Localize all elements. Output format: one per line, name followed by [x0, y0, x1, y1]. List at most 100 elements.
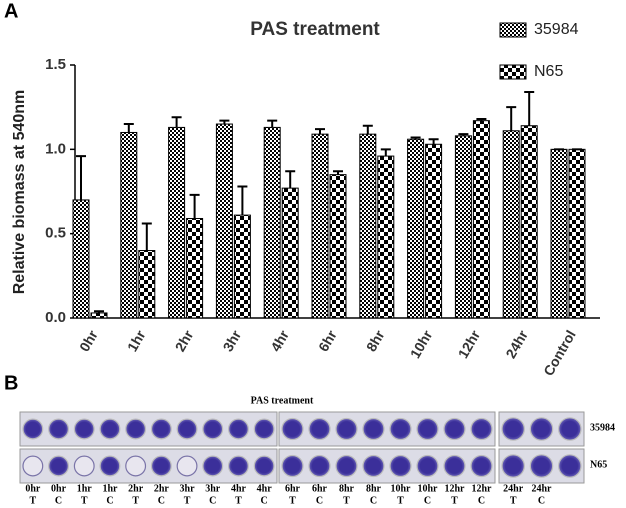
column-condition: T [397, 495, 404, 506]
row-label: N65 [590, 459, 607, 470]
column-time: 10hr [391, 483, 412, 494]
well [443, 454, 466, 478]
column-time: 24hr [532, 483, 553, 494]
well [99, 455, 121, 477]
well [150, 455, 172, 477]
error-bar [76, 155, 86, 200]
bar [168, 126, 186, 319]
column-time: 12hr [472, 483, 493, 494]
well [501, 417, 525, 441]
well [48, 455, 69, 477]
column-condition: T [132, 495, 139, 506]
y-tick-label: 0.5 [45, 225, 66, 242]
well [335, 454, 358, 478]
error-bar [189, 193, 200, 219]
column-time: 10hr [418, 483, 439, 494]
bar [263, 126, 281, 319]
well [281, 454, 304, 478]
x-tick-label: 10hr [407, 327, 436, 361]
column-condition: T [343, 495, 350, 506]
well [362, 417, 385, 441]
well [227, 455, 249, 477]
bar [425, 143, 443, 319]
x-tick-label: 4hr [267, 327, 292, 354]
well [176, 418, 198, 440]
legend-label: N65 [534, 63, 563, 80]
x-tick-label: Control [540, 327, 579, 378]
y-tick-label: 1.0 [45, 140, 66, 157]
bar [407, 138, 425, 319]
well [150, 418, 172, 440]
column-condition: C [158, 495, 165, 506]
column-time: 3hr [205, 483, 221, 494]
x-tick-label: 3hr [219, 327, 244, 354]
error-bar [94, 310, 104, 313]
well [48, 418, 69, 440]
column-condition: C [370, 495, 377, 506]
column-time: 8hr [339, 483, 355, 494]
bar [281, 187, 299, 319]
column-condition: T [289, 495, 296, 506]
column-time: 4hr [257, 483, 273, 494]
column-condition: T [235, 495, 242, 506]
well [443, 417, 466, 441]
bar [568, 148, 586, 319]
bar [502, 130, 520, 319]
y-tick-label: 0.0 [45, 309, 66, 326]
well [202, 455, 224, 477]
column-condition: T [451, 495, 458, 506]
column-condition: T [184, 495, 191, 506]
column-condition: T [510, 495, 517, 506]
column-time: 0hr [25, 483, 41, 494]
x-tick-label: 2hr [172, 327, 197, 354]
well [416, 417, 439, 441]
well [22, 418, 44, 440]
column-condition: C [478, 495, 485, 506]
error-bar [171, 116, 182, 128]
well [362, 454, 385, 478]
plate-title: PAS treatment [251, 395, 314, 406]
error-bar [123, 123, 134, 133]
well [529, 454, 554, 478]
error-bar [237, 185, 248, 216]
error-bar [285, 170, 296, 189]
well [529, 417, 554, 441]
column-time: 6hr [285, 483, 301, 494]
bar [138, 250, 156, 319]
well [470, 417, 493, 441]
well [389, 454, 412, 478]
error-bar [219, 119, 230, 125]
well [558, 454, 582, 478]
error-bar [476, 117, 487, 121]
well [73, 418, 95, 440]
well [416, 454, 439, 478]
column-condition: C [316, 495, 323, 506]
well [227, 418, 249, 440]
column-condition: C [538, 495, 545, 506]
well [253, 418, 275, 440]
bar [454, 135, 472, 319]
error-bar [333, 170, 343, 175]
error-bar [141, 222, 152, 251]
bar [377, 155, 395, 319]
column-time: 6hr [312, 483, 328, 494]
well [176, 455, 198, 477]
error-bar [458, 133, 469, 136]
well [501, 454, 525, 478]
y-axis-label: Relative biomass at 540nm [11, 90, 28, 295]
error-bar [524, 90, 535, 126]
error-bar [362, 124, 373, 135]
column-condition: T [81, 495, 88, 506]
bar [359, 133, 377, 319]
well [125, 418, 147, 440]
x-tick-label: 1hr [124, 327, 149, 354]
bar [550, 148, 568, 319]
column-condition: C [55, 495, 62, 506]
panel-letter: A [4, 0, 18, 22]
column-time: 4hr [231, 483, 247, 494]
error-bar [428, 138, 439, 145]
column-time: 2hr [128, 483, 144, 494]
column-time: 1hr [77, 483, 93, 494]
well [308, 417, 331, 441]
